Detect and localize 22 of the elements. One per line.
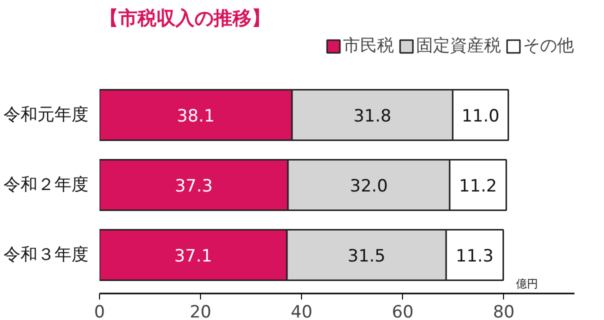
- legend-label: 市民税: [343, 35, 394, 57]
- chart-title: 【市税収入の推移】: [100, 8, 270, 30]
- text: 37.3: [174, 176, 213, 196]
- text: 32.0: [350, 176, 388, 196]
- x-tick-label: 40: [290, 302, 312, 320]
- x-axis-title: 億円: [516, 278, 538, 290]
- x-tick-label: 60: [392, 302, 414, 320]
- text: 11.0: [462, 106, 500, 126]
- y-tick-label: 令和元年度: [4, 105, 88, 125]
- y-tick-label: 令和２年度: [4, 175, 88, 195]
- legend-label: 固定資産税: [416, 35, 501, 57]
- text: 11.2: [459, 176, 497, 196]
- text: 31.8: [353, 106, 392, 126]
- text: 31.5: [348, 246, 386, 266]
- legend-label: その他: [523, 35, 574, 57]
- text: 37.1: [174, 246, 212, 266]
- y-tick-label: 令和３年度: [4, 245, 88, 265]
- text: 38.1: [176, 106, 215, 126]
- text: 11.3: [456, 246, 494, 266]
- x-tick-label: 0: [94, 302, 105, 320]
- x-tick-label: 80: [492, 302, 515, 320]
- x-tick-label: 20: [190, 302, 212, 320]
